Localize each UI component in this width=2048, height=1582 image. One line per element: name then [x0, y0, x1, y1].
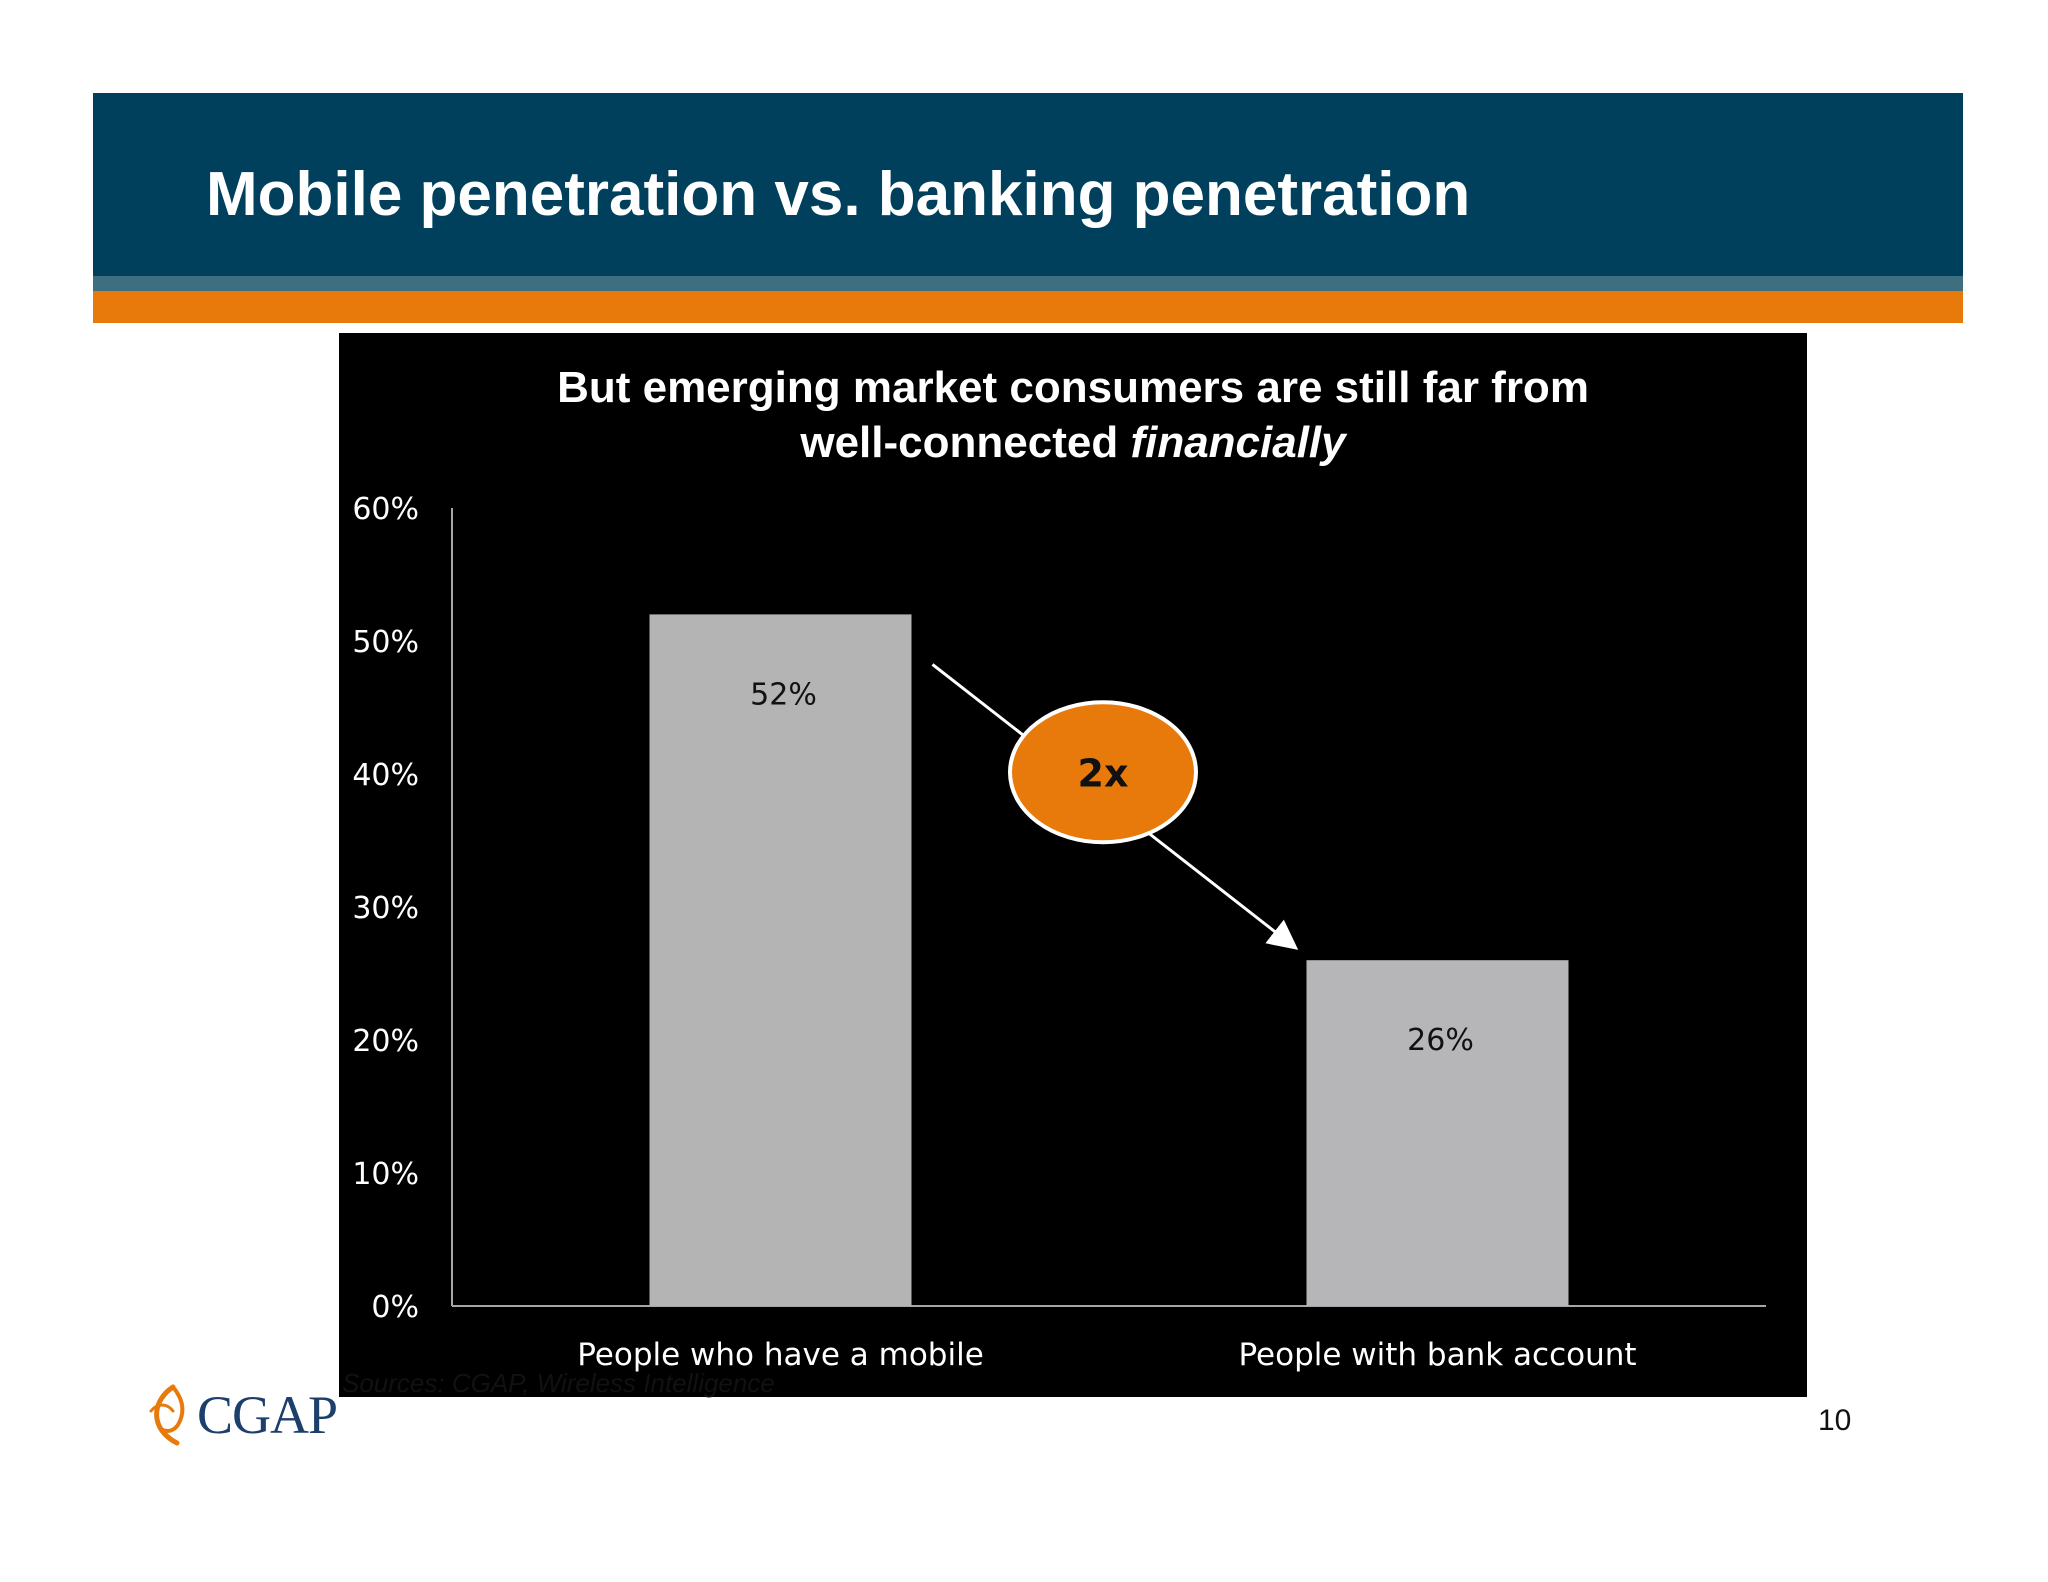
- header-band: [93, 93, 1963, 276]
- y-tick-label: 10%: [352, 1157, 419, 1192]
- bar: [1306, 960, 1569, 1306]
- annotation-bubble: [1008, 700, 1198, 845]
- page-number: 10: [1818, 1404, 1852, 1437]
- chart-title: But emerging market consumers are still …: [339, 360, 1807, 470]
- y-tick-label: 50%: [352, 625, 419, 660]
- chart-title-line-1: But emerging market consumers are still …: [557, 363, 1589, 412]
- data-label: 26%: [1407, 1023, 1474, 1058]
- x-category-label: People with bank account: [1238, 1337, 1636, 1373]
- cgap-logo: CGAP: [143, 1380, 338, 1450]
- slide-title: Mobile penetration vs. banking penetrati…: [206, 160, 1471, 229]
- y-tick-label: 0%: [371, 1290, 419, 1325]
- cgap-logo-icon: [149, 1384, 185, 1446]
- y-tick-label: 60%: [352, 492, 419, 527]
- header-accent-bar: [93, 291, 1963, 323]
- annotation-label: 2x: [1078, 751, 1129, 795]
- chart-title-emphasis: financially: [1130, 418, 1346, 467]
- x-category-label: People who have a mobile: [577, 1337, 984, 1373]
- cgap-logo-text: CGAP: [197, 1385, 338, 1445]
- y-tick-label: 30%: [352, 891, 419, 926]
- sources-note: Sources: CGAP, Wireless Intelligence: [342, 1368, 775, 1398]
- chart-title-line-2: well-connected financially: [339, 415, 1807, 470]
- data-label: 52%: [750, 677, 817, 712]
- bar: [649, 614, 912, 1306]
- header-stripe: [93, 276, 1963, 291]
- chart-title-text: well-connected: [800, 418, 1131, 467]
- y-tick-label: 40%: [352, 758, 419, 793]
- y-tick-label: 20%: [352, 1024, 419, 1059]
